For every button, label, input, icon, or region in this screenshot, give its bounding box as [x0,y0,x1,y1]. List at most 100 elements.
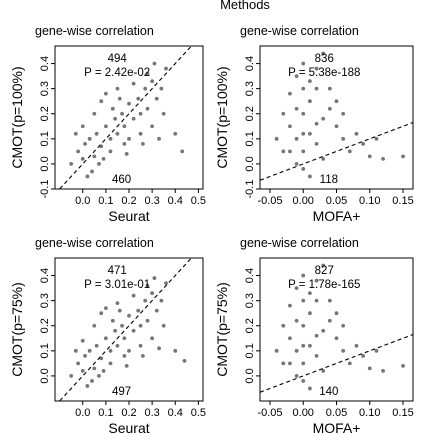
data-point [101,156,106,161]
data-point [115,131,120,136]
data-point [120,323,124,328]
data-point [150,336,155,341]
reference-line [58,46,193,189]
data-point [76,361,81,366]
data-point [97,374,101,378]
y-tick-label: 0.3 [244,81,256,96]
data-point [117,308,122,313]
data-point [122,336,127,341]
panel-title: gene-wise correlation [240,24,359,38]
x-axis-title: Seurat [108,420,149,433]
data-point [367,154,372,159]
data-point [138,343,143,348]
x-tick-label: 0.00 [293,407,314,419]
data-point [341,136,346,141]
data-point [367,366,372,371]
data-point [294,348,299,353]
y-tick-label: 0.2 [244,106,256,121]
data-point [301,323,306,328]
data-point [152,61,157,66]
data-point [321,116,326,121]
data-point [347,149,352,154]
data-point [90,169,94,174]
data-point [99,144,104,149]
panel-title: gene-wise correlation [240,236,359,250]
p-value-label: P = 5.38e-188 [288,67,360,79]
data-point [161,111,166,116]
data-point [150,124,155,129]
data-point [108,361,113,366]
x-tick-label: 0.1 [98,407,113,419]
data-point [314,298,319,303]
scatter-panel-2: gene-wise correlation -0.05 0.00 0.05 0.10 0.… [214,24,414,224]
data-point [92,323,97,328]
y-tick-label: 0.3 [39,293,51,308]
x-tick-label: 0.3 [144,407,159,419]
data-point [361,141,366,146]
data-point [157,136,161,141]
data-point [103,91,108,96]
data-point [127,313,131,318]
data-point [113,116,118,121]
data-point [307,174,312,179]
x-tick-label: 0.05 [326,407,347,419]
data-point [288,303,292,308]
data-point [314,353,319,358]
data-point [294,136,299,141]
data-point [117,96,122,101]
data-point [80,156,85,161]
data-point [401,154,405,159]
data-point [334,311,339,316]
data-points [274,263,405,391]
data-point [145,318,150,323]
x-tick-label: 0.2 [121,407,136,419]
y-tick-label: 0.0 [39,156,51,171]
data-point [110,106,115,111]
y-axis-title: CMOT(p=75%) [9,282,25,377]
data-point [140,353,145,358]
data-point [94,343,99,348]
data-point [127,136,131,141]
reference-line [260,334,413,393]
data-point [301,361,306,366]
x-tick-label: 0.10 [359,407,380,419]
y-tick-label: 0.0 [244,156,256,171]
x-tick-label: 0.5 [191,195,206,207]
data-point [301,111,306,116]
x-axis-title: MOFA+ [313,208,361,224]
data-point [354,343,359,348]
data-point [138,323,143,328]
data-point [327,318,332,323]
data-point [314,278,319,283]
x-tick-label: 0.0 [75,195,90,207]
data-point [173,348,178,353]
data-point [127,101,131,106]
data-point [307,311,312,316]
p-value-label: P = 1.78e-165 [288,279,360,291]
y-tick-label: 0.2 [244,318,256,333]
count-below-label: 140 [319,386,338,398]
data-point [87,348,92,353]
data-point [94,131,99,136]
data-point [301,273,306,278]
y-tick-label: 0.3 [39,81,51,96]
data-point [92,366,97,371]
data-point [294,74,299,79]
reference-line [58,258,193,401]
count-above-label: 827 [315,265,334,277]
data-point [143,86,148,91]
y-tick-label: 0.4 [244,56,256,71]
count-below-label: 497 [112,386,131,398]
data-point [124,363,129,368]
data-point [327,86,332,91]
data-point [301,86,306,91]
data-point [159,86,164,91]
p-value-label: P = 3.01e-01 [84,279,150,291]
data-point [314,141,319,146]
data-point [334,99,339,104]
data-point [288,91,292,96]
x-tick-label: 0.2 [121,195,136,207]
data-point [321,368,326,373]
x-tick-label: 0.4 [168,195,183,207]
